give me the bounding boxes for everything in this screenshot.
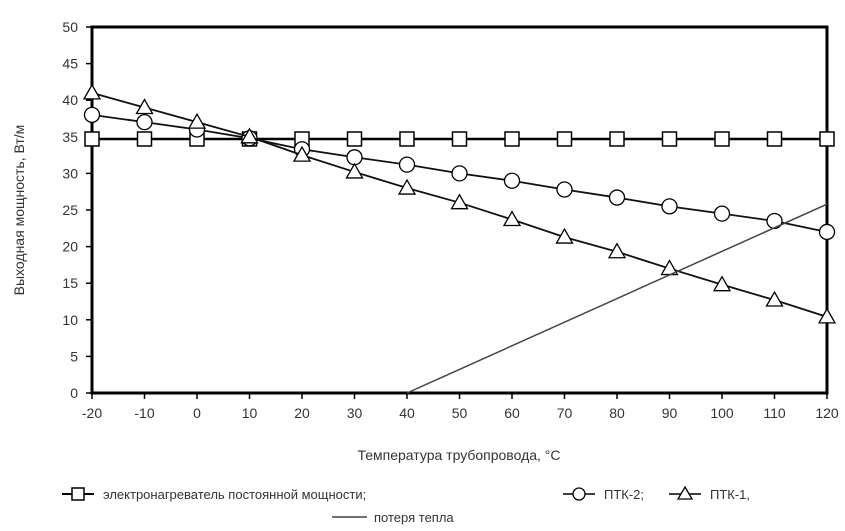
data-point-circle: [766, 212, 783, 230]
data-point-square: [766, 131, 783, 147]
x-axis-label: Температура трубопровода, °С: [357, 447, 560, 463]
y-tick-label: 0: [70, 385, 78, 401]
legend-item-heat-loss: потеря тепла: [332, 510, 454, 525]
x-tick-label: -20: [82, 405, 102, 421]
data-point-circle: [608, 189, 626, 206]
data-point-triangle: [292, 145, 312, 162]
y-tick-label: 15: [62, 275, 78, 291]
data-point-triangle: [82, 83, 102, 100]
x-tick-label: 80: [609, 405, 625, 421]
y-tick-label: 50: [62, 19, 78, 35]
data-point-square: [714, 131, 730, 147]
data-point-square: [556, 131, 573, 147]
y-tick-label: 5: [70, 348, 78, 364]
series-ptk1: [82, 83, 837, 324]
series-line-heat-loss: [406, 203, 828, 394]
data-point-triangle: [397, 178, 417, 195]
data-point-triangle: [187, 112, 207, 129]
x-tick-label: 0: [193, 405, 201, 421]
data-point-square: [399, 131, 415, 147]
data-point-circle: [818, 223, 836, 241]
data-point-circle: [83, 106, 101, 123]
data-point-triangle: [240, 127, 259, 144]
y-tick-label: 30: [62, 165, 78, 181]
data-point-triangle: [345, 162, 364, 179]
x-axis-ticks: -20 -10 0 10 20 30 40 50 60 70 80 90 100 110 120: [82, 393, 839, 421]
series-heat-loss: [406, 203, 828, 394]
y-tick-label: 10: [62, 312, 78, 328]
series-layer: [82, 83, 837, 394]
x-tick-label: 120: [815, 405, 839, 421]
x-tick-label: 10: [242, 405, 258, 421]
x-tick-label: 70: [557, 405, 573, 421]
data-point-triangle: [502, 210, 522, 227]
x-tick-label: -10: [134, 405, 154, 421]
x-tick-label: 60: [504, 405, 520, 421]
data-point-triangle: [135, 98, 154, 115]
data-point-circle: [713, 205, 731, 222]
legend-item-ptk1: ПТК-1,: [669, 485, 750, 502]
x-tick-label: 100: [710, 405, 734, 421]
legend-label-heater: электронагреватель постоянной мощности;: [103, 487, 366, 502]
data-point-square: [136, 131, 153, 147]
legend-marker-triangle: [676, 485, 694, 500]
data-point-circle: [503, 172, 521, 189]
data-point-circle: [661, 198, 678, 215]
data-point-triangle: [555, 227, 574, 244]
x-tick-label: 50: [452, 405, 468, 421]
data-point-square: [346, 131, 363, 147]
data-point-circle: [136, 114, 153, 131]
data-point-square: [504, 131, 520, 147]
x-tick-label: 30: [347, 405, 363, 421]
data-point-circle: [346, 149, 363, 166]
data-point-square: [819, 131, 835, 147]
y-axis-label: Выходная мощность, Вт/м: [11, 125, 27, 296]
legend-label-ptk1: ПТК-1,: [710, 487, 750, 502]
x-tick-label: 20: [294, 405, 310, 421]
data-point-triangle: [712, 275, 732, 292]
legend-label-heat-loss: потеря тепла: [374, 510, 454, 525]
legend-item-heater: электронагреватель постоянной мощности;: [62, 487, 366, 502]
data-point-triangle: [450, 193, 469, 210]
data-point-triangle: [607, 242, 627, 259]
data-point-square: [661, 131, 678, 147]
data-point-circle: [398, 156, 416, 173]
y-tick-label: 20: [62, 239, 78, 255]
data-point-triangle: [817, 307, 837, 324]
legend-marker-square: [71, 487, 85, 501]
legend-marker-circle: [572, 487, 586, 501]
data-point-triangle: [765, 290, 784, 307]
y-tick-label: 40: [62, 92, 78, 108]
legend-item-ptk2: ПТК-2;: [563, 487, 644, 502]
data-point-square: [609, 131, 625, 147]
y-tick-label: 25: [62, 202, 78, 218]
data-point-square: [84, 131, 100, 147]
y-tick-label: 45: [62, 56, 78, 72]
y-tick-label: 35: [62, 129, 78, 145]
x-tick-label: 90: [662, 405, 678, 421]
data-point-circle: [451, 165, 468, 182]
legend-label-ptk2: ПТК-2;: [604, 487, 644, 502]
data-point-circle: [556, 181, 573, 198]
legend: электронагреватель постоянной мощности; …: [62, 485, 750, 525]
x-tick-label: 40: [399, 405, 415, 421]
data-point-square: [451, 131, 468, 147]
y-axis-ticks: 0 5 10 15 20 25 30 35 40 45 50: [62, 19, 92, 401]
x-tick-label: 110: [763, 405, 786, 421]
